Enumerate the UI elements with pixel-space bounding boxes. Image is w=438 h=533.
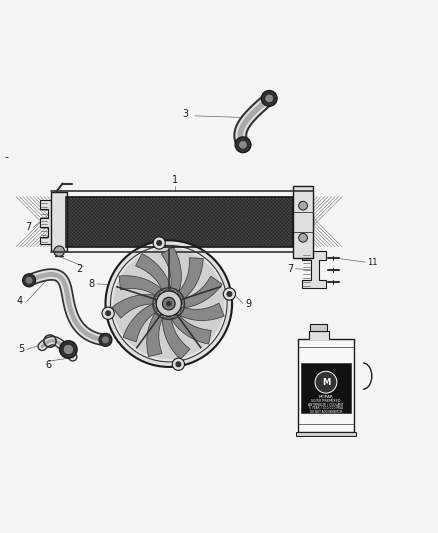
Text: 7: 7 bbox=[25, 222, 31, 232]
Bar bbox=[296, 432, 356, 436]
Circle shape bbox=[226, 291, 233, 297]
Text: 10: 10 bbox=[183, 343, 194, 352]
Polygon shape bbox=[309, 330, 329, 338]
Circle shape bbox=[299, 201, 307, 210]
Circle shape bbox=[63, 344, 74, 354]
Text: 1: 1 bbox=[172, 175, 178, 185]
Text: MOPAR: MOPAR bbox=[318, 394, 333, 399]
Text: ANTIFREEZE / COOLANT: ANTIFREEZE / COOLANT bbox=[308, 403, 344, 407]
Polygon shape bbox=[40, 200, 64, 244]
Bar bbox=[66, 197, 293, 247]
Circle shape bbox=[110, 245, 227, 362]
Circle shape bbox=[22, 274, 35, 287]
Circle shape bbox=[166, 301, 172, 306]
Text: 7: 7 bbox=[287, 264, 293, 273]
Circle shape bbox=[25, 277, 32, 284]
Polygon shape bbox=[123, 304, 158, 342]
Text: 5: 5 bbox=[18, 344, 25, 354]
Circle shape bbox=[113, 248, 225, 359]
Bar bbox=[297, 338, 354, 432]
Circle shape bbox=[265, 94, 274, 103]
Bar bbox=[301, 362, 351, 413]
Circle shape bbox=[156, 291, 181, 316]
Text: DO NOT ADD INHIBITOR: DO NOT ADD INHIBITOR bbox=[310, 410, 342, 414]
Text: M: M bbox=[322, 378, 330, 387]
Text: 2: 2 bbox=[76, 264, 82, 273]
Circle shape bbox=[54, 246, 64, 256]
Bar bbox=[293, 185, 313, 258]
Circle shape bbox=[223, 288, 236, 300]
Circle shape bbox=[299, 233, 307, 242]
Circle shape bbox=[99, 333, 112, 346]
Polygon shape bbox=[302, 251, 326, 288]
Polygon shape bbox=[147, 312, 163, 357]
Polygon shape bbox=[175, 341, 181, 352]
Text: 5 YEAR / 100,000 MILE: 5 YEAR / 100,000 MILE bbox=[309, 406, 343, 410]
Polygon shape bbox=[112, 295, 155, 318]
Circle shape bbox=[60, 341, 77, 358]
Polygon shape bbox=[136, 254, 171, 292]
Text: 12: 12 bbox=[309, 325, 321, 335]
Circle shape bbox=[315, 372, 337, 393]
Polygon shape bbox=[177, 258, 203, 299]
Text: 6: 6 bbox=[46, 360, 52, 370]
Circle shape bbox=[105, 310, 111, 316]
Circle shape bbox=[172, 358, 184, 370]
Bar bbox=[51, 192, 67, 251]
Bar bbox=[310, 324, 327, 330]
Circle shape bbox=[102, 336, 109, 343]
Text: 11: 11 bbox=[367, 257, 378, 266]
Circle shape bbox=[235, 137, 251, 152]
Circle shape bbox=[239, 140, 247, 149]
Circle shape bbox=[102, 307, 114, 319]
Circle shape bbox=[106, 240, 232, 367]
Circle shape bbox=[156, 240, 162, 246]
Polygon shape bbox=[171, 313, 211, 344]
Polygon shape bbox=[161, 247, 181, 292]
Text: 4: 4 bbox=[16, 296, 22, 306]
Polygon shape bbox=[179, 303, 224, 320]
Circle shape bbox=[175, 361, 181, 367]
Text: -: - bbox=[4, 152, 8, 163]
Bar bbox=[66, 197, 293, 247]
Circle shape bbox=[162, 297, 175, 310]
Text: 50/50 PREMIXED: 50/50 PREMIXED bbox=[311, 399, 341, 403]
Polygon shape bbox=[162, 317, 190, 359]
Text: 8: 8 bbox=[88, 279, 95, 289]
Text: 3: 3 bbox=[182, 109, 188, 119]
Circle shape bbox=[261, 91, 277, 106]
Polygon shape bbox=[119, 276, 162, 296]
Circle shape bbox=[153, 237, 165, 249]
Text: 9: 9 bbox=[245, 298, 251, 309]
Polygon shape bbox=[182, 276, 222, 308]
